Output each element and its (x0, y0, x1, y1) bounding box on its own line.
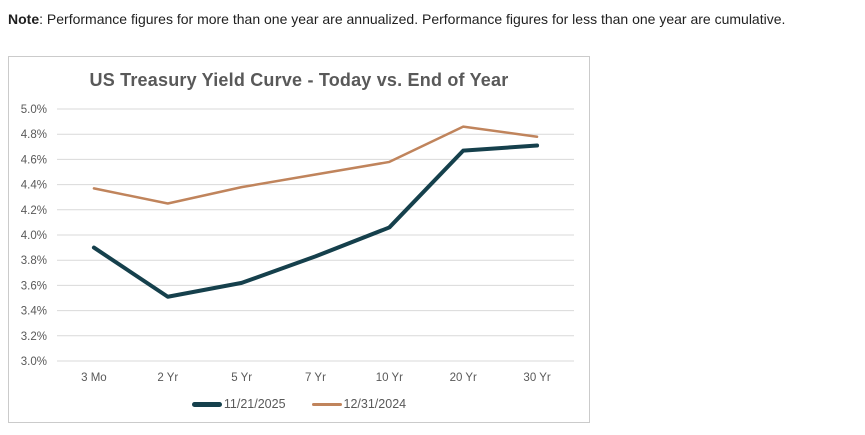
x-tick-label: 2 Yr (157, 372, 178, 384)
note-text: Note: Performance figures for more than … (8, 10, 857, 29)
y-tick-label: 3.4% (21, 306, 47, 318)
legend-item-series-1: 12/31/2024 (311, 397, 407, 411)
chart-legend: 11/21/2025 12/31/2024 (9, 397, 589, 411)
x-tick-label: 20 Yr (450, 372, 477, 384)
note-body: : Performance figures for more than one … (39, 11, 786, 27)
y-tick-label: 3.2% (21, 331, 47, 343)
y-tick-label: 4.4% (21, 180, 47, 192)
y-tick-label: 4.2% (21, 205, 47, 217)
y-tick-label: 4.6% (21, 154, 47, 166)
legend-item-series-0: 11/21/2025 (191, 397, 286, 411)
chart-title: US Treasury Yield Curve - Today vs. End … (89, 70, 509, 90)
y-tick-label: 5.0% (21, 104, 47, 116)
series-line-1 (92, 125, 539, 205)
y-tick-label: 4.0% (21, 230, 47, 242)
x-tick-label: 3 Mo (81, 372, 107, 384)
chart-card: US Treasury Yield Curve - Today vs. End … (8, 56, 590, 423)
note-label: Note (8, 11, 40, 27)
series-line-0 (91, 143, 540, 299)
y-tick-label: 3.8% (21, 255, 47, 267)
x-tick-label: 10 Yr (376, 372, 403, 384)
y-tick-label: 3.6% (21, 280, 47, 292)
x-tick-label: 30 Yr (523, 372, 550, 384)
y-tick-label: 3.0% (21, 356, 47, 368)
legend-swatch-series-1 (311, 402, 342, 406)
legend-label-series-0: 11/21/2025 (223, 397, 286, 411)
x-tick-label: 7 Yr (305, 372, 326, 384)
legend-label-series-1: 12/31/2024 (343, 397, 407, 411)
y-tick-label: 4.8% (21, 129, 47, 141)
x-tick-label: 5 Yr (231, 372, 252, 384)
legend-swatch-series-0 (191, 401, 222, 407)
yield-curve-plot: 5.0% 4.8% 4.6% 4.4% 4.2% 4.0% 3.8% 3.6% 3.4% 3.2%… (21, 104, 574, 384)
